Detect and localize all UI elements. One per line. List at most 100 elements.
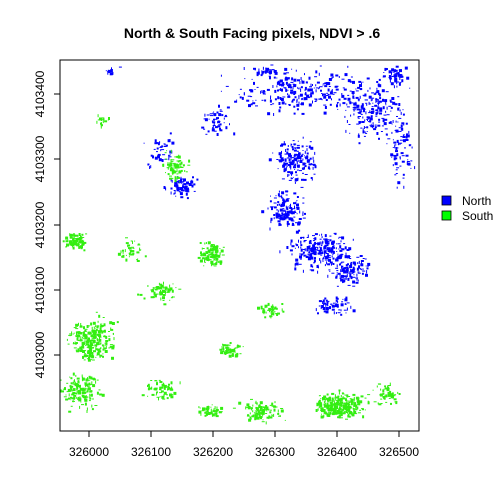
x-tick-label: 326200	[193, 445, 233, 459]
north-pixel	[369, 124, 371, 126]
south-pixel	[203, 253, 206, 257]
south-pixel	[317, 408, 319, 410]
north-pixel	[333, 305, 336, 307]
north-pixel	[335, 267, 339, 269]
south-pixel	[84, 336, 88, 340]
south-pixel	[207, 408, 209, 412]
south-pixel	[347, 414, 350, 418]
north-pixel	[326, 261, 328, 265]
south-pixel	[174, 179, 177, 183]
south-pixel	[227, 346, 230, 348]
south-pixel	[320, 409, 322, 411]
south-pixel	[210, 406, 212, 408]
south-pixel	[345, 398, 347, 402]
south-pixel	[136, 259, 138, 261]
south-pixel	[69, 387, 71, 389]
north-pixel	[294, 178, 297, 182]
north-pixel	[327, 274, 329, 278]
north-pixel	[298, 263, 302, 265]
south-pixel	[222, 351, 224, 354]
north-pixel	[312, 166, 314, 170]
north-pixel	[344, 303, 347, 305]
north-pixel	[154, 156, 158, 160]
north-pixel	[301, 167, 304, 170]
south-pixel	[346, 412, 349, 413]
north-pixel	[298, 156, 302, 160]
north-pixel	[370, 125, 374, 128]
north-pixel	[323, 302, 327, 305]
south-pixel	[150, 296, 154, 299]
south-pixel	[144, 255, 147, 258]
plot-frame	[59, 59, 420, 432]
north-pixel	[284, 153, 288, 155]
south-pixel	[84, 328, 88, 330]
south-pixel	[73, 233, 75, 235]
north-pixel	[346, 274, 348, 278]
north-pixel	[308, 145, 311, 149]
north-pixel	[397, 74, 401, 77]
north-pixel	[306, 152, 309, 155]
north-pixel	[365, 273, 368, 277]
north-pixel	[173, 190, 176, 191]
south-pixel	[206, 260, 210, 261]
south-pixel	[355, 404, 358, 408]
south-pixel	[341, 409, 344, 411]
south-pixel	[73, 327, 77, 329]
north-pixel	[293, 164, 296, 167]
north-pixel	[250, 96, 253, 98]
north-pixel	[399, 142, 403, 144]
south-pixel	[97, 330, 101, 332]
north-pixel	[209, 113, 213, 115]
south-pixel	[278, 415, 281, 417]
north-pixel	[182, 183, 185, 185]
north-pixel	[263, 90, 265, 93]
north-pixel	[313, 259, 316, 263]
north-pixel	[284, 87, 287, 89]
south-pixel	[76, 243, 78, 247]
north-pixel	[357, 86, 361, 89]
south-pixel	[134, 240, 136, 242]
north-pixel	[286, 77, 290, 80]
south-pixel	[76, 384, 79, 388]
south-pixel	[259, 401, 263, 405]
north-pixel	[314, 233, 318, 236]
north-pixel	[353, 110, 356, 112]
north-pixel	[318, 88, 320, 90]
south-pixel	[65, 246, 68, 248]
south-pixel	[168, 291, 171, 293]
north-pixel	[279, 208, 283, 212]
north-pixel	[352, 285, 356, 287]
north-pixel	[320, 254, 323, 256]
north-pixel	[152, 155, 154, 159]
south-pixel	[80, 234, 81, 237]
north-pixel	[355, 101, 357, 103]
north-pixel	[390, 153, 394, 157]
north-pixel	[346, 106, 350, 108]
north-pixel	[288, 179, 292, 181]
north-pixel	[279, 155, 282, 158]
south-pixel	[271, 312, 275, 316]
legend: North South	[441, 194, 493, 223]
north-pixel	[317, 270, 319, 274]
south-pixel	[172, 283, 174, 285]
south-pixel	[352, 393, 356, 396]
north-pixel	[301, 112, 305, 115]
south-pixel	[208, 258, 209, 262]
north-pixel	[219, 123, 222, 126]
south-pixel	[266, 409, 268, 412]
south-pixel	[109, 321, 113, 325]
north-pixel	[254, 89, 256, 90]
south-pixel	[163, 163, 164, 167]
north-pixel	[282, 215, 286, 217]
south-pixel	[69, 233, 73, 237]
north-pixel	[262, 92, 265, 95]
south-pixel	[332, 400, 335, 402]
south-pixel	[92, 321, 96, 325]
north-pixel	[397, 72, 400, 76]
north-pixel	[175, 181, 177, 184]
south-pixel	[319, 403, 322, 406]
south-pixel	[329, 412, 331, 415]
south-pixel	[329, 400, 332, 402]
north-pixel	[360, 108, 362, 112]
south-pixel	[72, 372, 75, 376]
